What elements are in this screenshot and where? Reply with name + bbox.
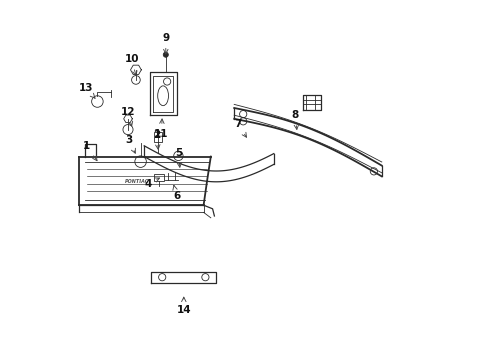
Text: 11: 11 <box>154 119 169 139</box>
Text: PONTIAC: PONTIAC <box>125 179 149 184</box>
Text: 1: 1 <box>83 141 97 161</box>
Text: 6: 6 <box>173 185 180 201</box>
Text: 13: 13 <box>78 83 95 98</box>
Text: 7: 7 <box>234 119 246 137</box>
Text: 4: 4 <box>144 178 160 189</box>
Circle shape <box>163 52 169 57</box>
Text: 3: 3 <box>125 135 135 153</box>
Text: 2: 2 <box>153 130 160 149</box>
Text: 8: 8 <box>292 110 299 130</box>
Text: 10: 10 <box>124 54 139 76</box>
Text: 9: 9 <box>162 33 170 54</box>
Text: 12: 12 <box>121 107 135 126</box>
Text: 14: 14 <box>176 297 191 315</box>
Text: 5: 5 <box>175 148 182 167</box>
